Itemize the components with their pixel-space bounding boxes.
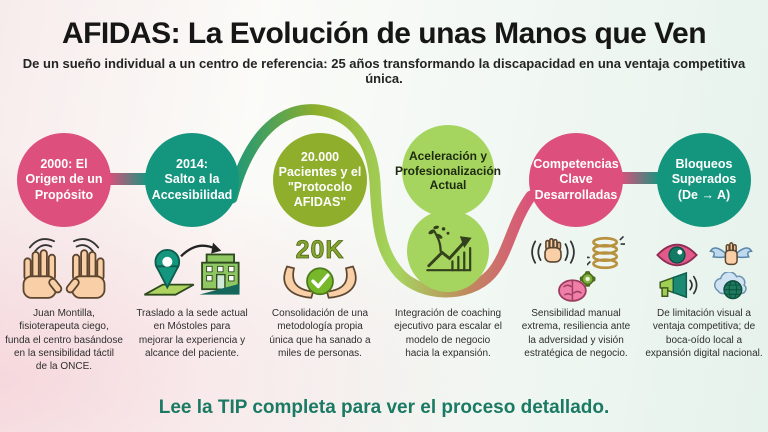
milestone-bloqueos-superados: Bloqueos Superados (De → A): [640, 0, 768, 373]
milestone-description: Juan Montilla, fisioterapeuta ciego, fun…: [5, 308, 123, 373]
brain-gear-icon: [558, 271, 596, 302]
20k-badge: 20K: [295, 235, 345, 264]
page-subtitle: De un sueño individual a un centro de re…: [22, 56, 746, 86]
page-title: AFIDAS: La Evolución de unas Manos que V…: [61, 17, 707, 50]
cta-text: Lee la TIP completa para ver el proceso …: [158, 397, 610, 418]
milestone-competencias-clave: Competencias Clave Desarrolladas: [512, 0, 640, 373]
milestone-circle: Aceleración y Profesionalización Actual: [395, 125, 501, 217]
milestone-description: Traslado a la sede actual en Móstoles pa…: [136, 308, 248, 359]
sensing-hands-icon: [10, 235, 118, 305]
megaphone-icon: [659, 271, 698, 298]
spring-icon: [587, 236, 625, 270]
milestone-2014-accesibilidad: 2014: Salto a la Accesibilidad: [128, 0, 256, 373]
winged-hand-icon: [709, 241, 753, 265]
header: AFIDAS: La Evolución de unas Manos que V…: [0, 0, 768, 86]
milestone-description: Consolidación de una metodología propia …: [269, 308, 371, 359]
milestone-aceleracion-actual: Aceleración y Profesionalización Actual: [384, 0, 512, 373]
milestone-circle: 20.000 Pacientes y el "Protocolo AFIDAS": [273, 133, 367, 227]
cloud-globe-icon: [714, 271, 747, 299]
growth-chart-plant-icon: [407, 210, 489, 292]
timeline: 2000: El Origen de un Propósito: [0, 0, 768, 373]
eye-icon: [656, 243, 698, 266]
bloqueos-icons: [654, 235, 754, 305]
milestone-description: De limitación visual a ventaja competiti…: [645, 308, 763, 359]
milestone-circle: 2014: Salto a la Accesibilidad: [145, 133, 239, 227]
milestone-circle: 2000: El Origen de un Propósito: [17, 133, 111, 227]
milestone-description: Sensibilidad manual extrema, resiliencia…: [521, 308, 631, 359]
hands-holding-check-icon: 20K: [268, 235, 372, 305]
milestone-circle: Bloqueos Superados (De → A): [657, 133, 751, 227]
milestone-description: Integración de coaching ejecutivo para e…: [394, 308, 502, 359]
connector-snake-2-5: [226, 104, 537, 298]
milestone-2000-origen: 2000: El Origen de un Propósito: [0, 0, 128, 373]
sensing-hand-icon: [531, 237, 575, 264]
competencias-icons: [527, 235, 625, 305]
milestone-circle: Competencias Clave Desarrolladas: [529, 133, 623, 227]
milestone-20000-pacientes: 20.000 Pacientes y el "Protocolo AFIDAS"…: [256, 0, 384, 373]
relocation-pin-building-icon: [136, 235, 248, 305]
